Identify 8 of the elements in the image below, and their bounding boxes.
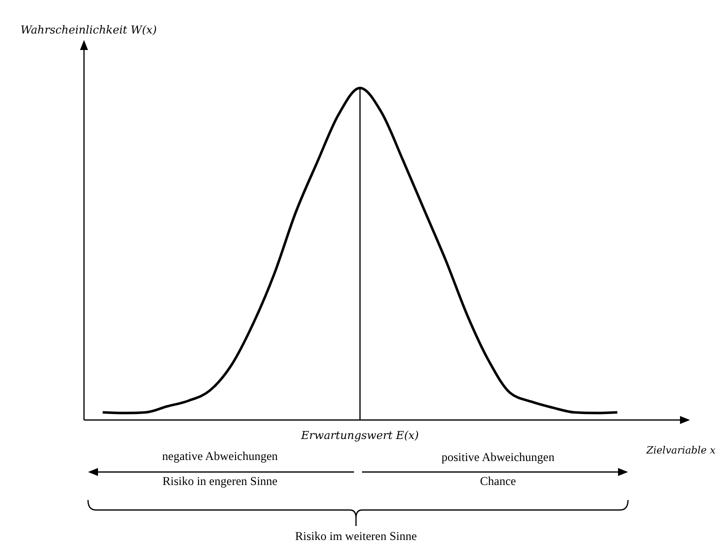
- text: Chance: [480, 474, 516, 489]
- text: Risiko im weiteren Sinne: [295, 529, 417, 544]
- text: positive Abweichungen: [442, 450, 554, 465]
- text: negative Abweichungen: [162, 449, 278, 464]
- text: Erwartungswert E(x): [301, 429, 419, 442]
- x-axis-title: Zielvariable x: [645, 446, 716, 456]
- y-axis-title: Wahrscheinlichkeit W(x): [20, 24, 157, 36]
- text: Risiko in engeren Sinne: [162, 474, 278, 489]
